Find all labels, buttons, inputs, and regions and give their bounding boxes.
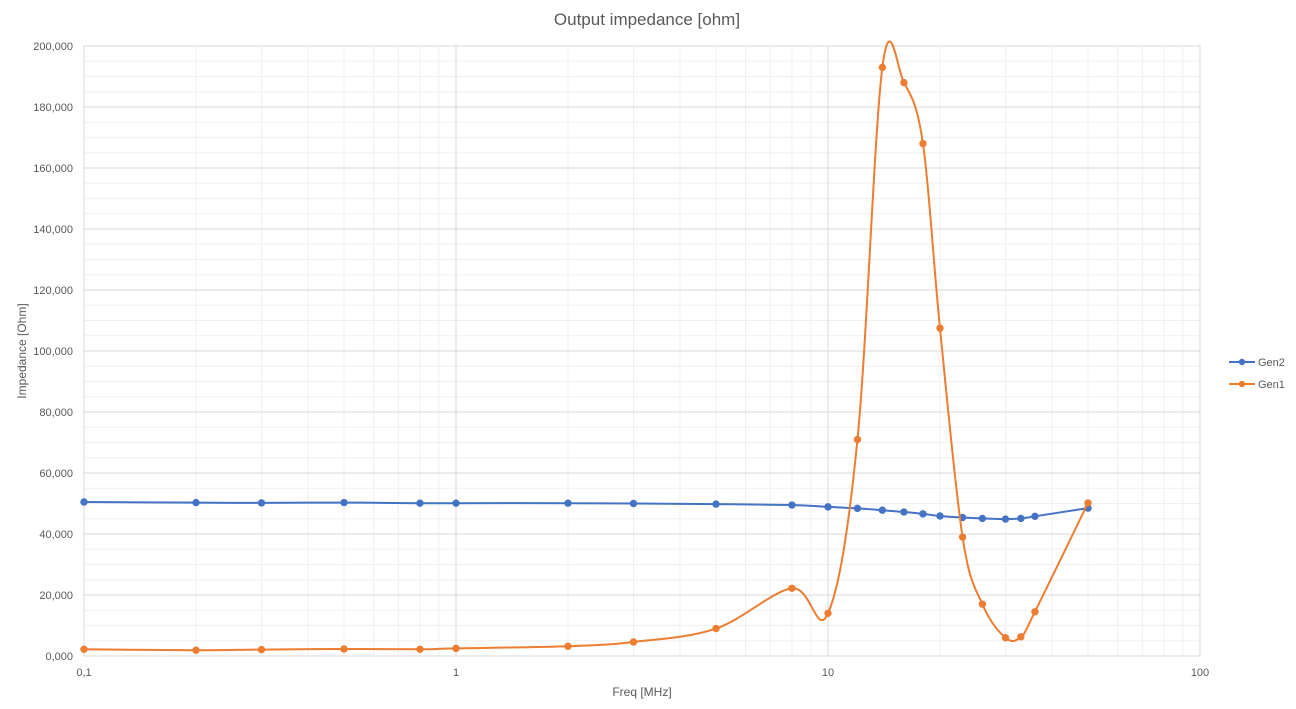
data-point xyxy=(712,500,720,508)
data-point xyxy=(192,498,200,507)
data-point xyxy=(936,512,944,520)
data-point xyxy=(80,498,88,506)
data-point xyxy=(919,139,927,148)
data-point xyxy=(712,624,720,633)
data-point xyxy=(900,508,908,516)
data-point xyxy=(192,646,200,654)
y-tick-label: 120,000 xyxy=(33,285,73,297)
data-point xyxy=(978,514,987,523)
data-point xyxy=(629,499,638,508)
y-tick-label: 180,000 xyxy=(33,102,73,114)
x-axis-ticks: 0,1 1 10 100 xyxy=(76,667,1209,679)
data-point xyxy=(788,501,796,509)
y-tick-label: 80,000 xyxy=(39,407,73,419)
data-point xyxy=(1001,634,1010,642)
legend-item-gen2: Gen2 xyxy=(1229,357,1285,369)
y-tick-label: 100,000 xyxy=(33,346,73,358)
data-point xyxy=(1031,608,1039,616)
x-tick-label: 100 xyxy=(1191,667,1209,679)
data-point xyxy=(919,510,927,518)
data-point xyxy=(416,499,424,507)
data-point xyxy=(1031,512,1039,521)
data-point xyxy=(452,499,460,507)
y-tick-label: 140,000 xyxy=(33,224,73,236)
data-point xyxy=(1017,633,1025,641)
legend-label: Gen1 xyxy=(1258,379,1285,391)
x-tick-label: 1 xyxy=(453,667,459,679)
data-point xyxy=(564,499,572,507)
series-line-gen1 xyxy=(83,40,1089,652)
data-point xyxy=(564,642,572,650)
y-tick-label: 0,000 xyxy=(45,651,73,663)
data-point xyxy=(878,63,887,72)
data-point xyxy=(80,645,88,653)
data-point xyxy=(824,503,832,511)
data-point xyxy=(878,506,887,514)
plot-area-border xyxy=(83,45,1201,657)
x-tick-label: 0,1 xyxy=(76,667,91,679)
data-point xyxy=(853,504,862,513)
y-tick-label: 160,000 xyxy=(33,163,73,175)
data-point xyxy=(257,499,266,507)
chart-title: Output impedance [ohm] xyxy=(554,10,740,29)
data-point xyxy=(936,324,944,332)
data-point xyxy=(257,645,266,654)
data-point xyxy=(340,645,348,653)
legend-label: Gen2 xyxy=(1258,357,1285,369)
data-point xyxy=(1001,515,1010,523)
data-point xyxy=(452,644,460,653)
y-axis-ticks: 0,000 20,000 40,000 60,000 80,000 100,000 120,… xyxy=(33,41,73,663)
legend-marker xyxy=(1238,358,1246,366)
y-axis-title: Impedance [Ohm] xyxy=(15,303,29,398)
data-point xyxy=(629,638,638,646)
legend-item-gen1: Gen1 xyxy=(1229,379,1285,391)
series-gen2 xyxy=(80,498,1092,523)
x-tick-label: 10 xyxy=(822,667,834,679)
legend: Gen2 Gen1 xyxy=(1229,357,1285,391)
series-gen1 xyxy=(80,40,1092,654)
data-point xyxy=(416,645,424,653)
series-layer xyxy=(80,40,1092,654)
y-tick-label: 200,000 xyxy=(33,41,73,53)
data-point xyxy=(900,78,908,87)
y-tick-label: 60,000 xyxy=(39,468,73,480)
data-point xyxy=(824,609,832,617)
y-tick-label: 40,000 xyxy=(39,529,73,541)
x-axis-title: Freq [MHz] xyxy=(612,685,671,699)
y-tick-label: 20,000 xyxy=(39,590,73,602)
data-point xyxy=(340,498,348,507)
data-point xyxy=(958,533,967,541)
data-point xyxy=(1084,499,1092,507)
data-point xyxy=(853,435,862,444)
legend-marker xyxy=(1238,380,1246,388)
data-point xyxy=(788,584,796,592)
data-point xyxy=(1017,514,1025,523)
data-point xyxy=(978,600,987,608)
